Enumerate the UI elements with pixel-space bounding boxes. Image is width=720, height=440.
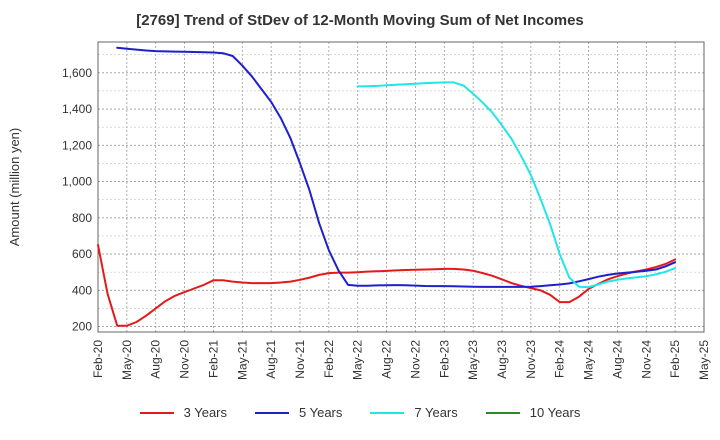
legend-swatch-5-years (255, 411, 289, 414)
x-tick-label: Feb-25 (668, 340, 682, 378)
x-tick-label: Feb-22 (322, 340, 336, 378)
x-tick-label: May-25 (697, 340, 711, 380)
x-tick-label: Nov-23 (524, 340, 538, 379)
x-tick-label: Nov-22 (408, 340, 422, 379)
x-tick-label: Aug-20 (149, 340, 163, 379)
y-tick-label: 200 (72, 320, 92, 334)
legend-item-3-years: 3 Years (139, 405, 227, 420)
legend-label-10-years: 10 Years (529, 405, 581, 420)
x-tick-label: Feb-24 (553, 340, 567, 378)
y-tick-label: 400 (72, 283, 92, 297)
series-line-7-years (356, 81, 677, 289)
legend-item-7-years: 7 Years (370, 405, 458, 420)
x-tick-label: May-23 (466, 340, 480, 380)
y-tick-labels: 200 400 600 800 1,000 1,200 1,400 1,600 (62, 66, 92, 334)
y-gridlines (98, 54, 704, 327)
x-tick-label: Nov-24 (639, 340, 653, 379)
x-tick-label: Aug-24 (610, 340, 624, 379)
x-tick-label: Aug-21 (264, 340, 278, 379)
y-tick-label: 1,600 (62, 66, 92, 80)
series-line-5-years (116, 46, 677, 288)
legend-swatch-7-years (370, 411, 405, 414)
legend-item-5-years: 5 Years (255, 405, 342, 420)
x-tick-label: Feb-21 (206, 340, 220, 378)
legend-label-5-years: 5 Years (299, 405, 343, 420)
chart-title: [2769] Trend of StDev of 12-Month Moving… (136, 12, 584, 29)
legend-swatch-10-years (485, 411, 520, 414)
x-tick-labels: Feb-20 May-20 Aug-20 Nov-20 Feb-21 May-21 Aug-… (91, 340, 711, 380)
legend-swatch-3-years (139, 411, 174, 414)
x-tick-label: Aug-22 (380, 340, 394, 379)
x-tick-label: May-22 (351, 340, 365, 380)
x-tick-label: Nov-21 (293, 340, 307, 379)
x-tick-label: May-24 (582, 340, 596, 380)
x-tick-label: May-21 (235, 340, 249, 380)
y-tick-label: 1,200 (62, 138, 92, 152)
y-tick-label: 1,400 (62, 102, 92, 116)
series-line-3-years (97, 244, 677, 327)
plot-frame (97, 41, 705, 333)
legend-item-10-years: 10 Years (485, 405, 581, 420)
y-tick-label: 800 (72, 211, 92, 225)
y-tick-label: 600 (72, 247, 92, 261)
x-tick-label: May-20 (120, 340, 134, 380)
x-tick-label: Feb-23 (437, 340, 451, 378)
legend-label-7-years: 7 Years (414, 405, 458, 420)
x-tick-label: Aug-23 (495, 340, 509, 379)
x-tick-label: Feb-20 (91, 340, 105, 378)
y-tick-label: 1,000 (62, 175, 92, 189)
chart-legend: 3 Years 5 Years 7 Years 10 Years (0, 405, 720, 420)
x-tick-label: Nov-20 (178, 340, 192, 379)
legend-label-3-years: 3 Years (183, 405, 227, 420)
y-axis-label: Amount (million yen) (7, 128, 22, 247)
